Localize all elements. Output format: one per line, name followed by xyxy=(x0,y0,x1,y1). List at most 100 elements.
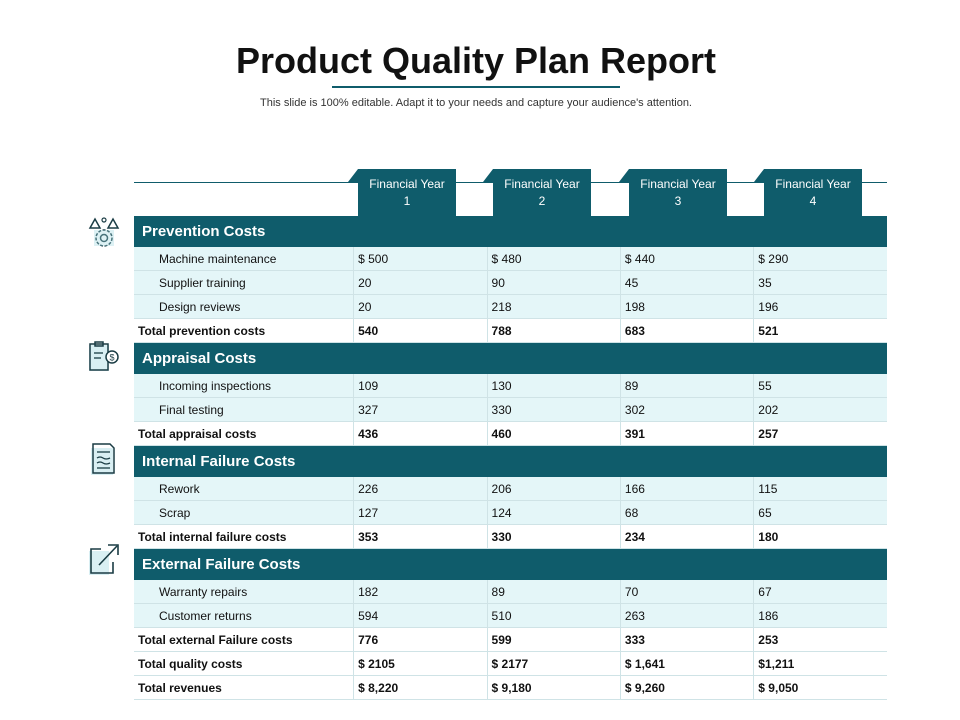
row-label: Total appraisal costs xyxy=(134,421,354,446)
cell-value: 45 xyxy=(619,270,754,295)
cell-value: $ 9,260 xyxy=(619,675,754,700)
cell-value: 302 xyxy=(619,397,754,422)
cell-value: 436 xyxy=(353,421,488,446)
table-row: Final testing 327 330 302 202 xyxy=(134,397,887,422)
year-header-number: 1 xyxy=(403,194,411,208)
cell-value: $ 1,641 xyxy=(619,651,754,676)
cell-value: 186 xyxy=(753,603,887,628)
cell-value: 776 xyxy=(353,627,488,652)
cell-value: $ 9,180 xyxy=(486,675,621,700)
total-row: Total external Failure costs 776 599 333… xyxy=(134,627,887,652)
document-icon xyxy=(91,443,115,475)
cell-value: 788 xyxy=(486,318,621,343)
cell-value: 196 xyxy=(753,294,887,319)
year-header-label: Financial Year xyxy=(504,177,580,191)
cell-value: 55 xyxy=(753,374,887,398)
cell-value: 594 xyxy=(353,603,488,628)
section-title: Internal Failure Costs xyxy=(134,445,887,477)
year-header-label: Financial Year xyxy=(775,177,851,191)
row-label: Supplier training xyxy=(134,270,354,295)
table-row: Supplier training 20 90 45 35 xyxy=(134,270,887,295)
cell-value: 330 xyxy=(486,524,621,549)
cell-value: 198 xyxy=(619,294,754,319)
total-row: Total prevention costs 540 788 683 521 xyxy=(134,318,887,343)
cell-value: 327 xyxy=(353,397,488,422)
table-row: Rework 226 206 166 115 xyxy=(134,477,887,501)
cell-value: 70 xyxy=(619,580,754,604)
row-label: Customer returns xyxy=(134,603,354,628)
cell-value: 202 xyxy=(753,397,887,422)
row-label: Final testing xyxy=(134,397,354,422)
cost-table: Prevention Costs Machine maintenance $ 5… xyxy=(134,216,887,700)
title-underline xyxy=(332,86,620,88)
cell-value: 226 xyxy=(353,477,488,501)
row-label: Total revenues xyxy=(134,675,354,700)
cell-value: 89 xyxy=(619,374,754,398)
row-label: Total internal failure costs xyxy=(134,524,354,549)
table-row: Machine maintenance $ 500 $ 480 $ 440 $ … xyxy=(134,247,887,271)
cell-value: $ 2177 xyxy=(486,651,621,676)
year-header-number: 3 xyxy=(674,194,682,208)
section-header-appraisal: Appraisal Costs xyxy=(134,342,887,374)
cell-value: 127 xyxy=(353,500,488,525)
cell-value: $1,211 xyxy=(753,651,887,676)
section-title: External Failure Costs xyxy=(134,548,887,580)
year-header-number: 4 xyxy=(809,194,817,208)
page-subtitle: This slide is 100% editable. Adapt it to… xyxy=(260,97,692,109)
total-row: Total appraisal costs 436 460 391 257 xyxy=(134,421,887,446)
total-row: Total internal failure costs 353 330 234… xyxy=(134,524,887,549)
cell-value: 68 xyxy=(619,500,754,525)
row-label: Total quality costs xyxy=(134,651,354,676)
year-header-2: Financial Year 2 xyxy=(483,169,591,216)
section-header-external-failure: External Failure Costs xyxy=(134,548,887,580)
gear-warning-icon xyxy=(88,217,120,247)
cell-value: 234 xyxy=(619,524,754,549)
cell-value: 166 xyxy=(619,477,754,501)
cell-value: 218 xyxy=(486,294,621,319)
external-link-icon xyxy=(89,544,119,575)
year-header-number: 2 xyxy=(538,194,546,208)
cell-value: $ 440 xyxy=(619,247,754,271)
cell-value: $ 8,220 xyxy=(353,675,488,700)
table-row: Scrap 127 124 68 65 xyxy=(134,500,887,525)
year-header-3: Financial Year 3 xyxy=(619,169,727,216)
row-label: Scrap xyxy=(134,500,354,525)
year-header-4: Financial Year 4 xyxy=(754,169,862,216)
section-header-internal-failure: Internal Failure Costs xyxy=(134,445,887,477)
cell-value: 109 xyxy=(353,374,488,398)
section-title: Appraisal Costs xyxy=(134,342,887,374)
cell-value: 683 xyxy=(619,318,754,343)
table-row: Incoming inspections 109 130 89 55 xyxy=(134,374,887,398)
cell-value: 391 xyxy=(619,421,754,446)
cell-value: 353 xyxy=(353,524,488,549)
cell-value: $ 480 xyxy=(486,247,621,271)
year-header-label: Financial Year xyxy=(640,177,716,191)
row-label: Incoming inspections xyxy=(134,374,354,398)
cell-value: 35 xyxy=(753,270,887,295)
cell-value: 182 xyxy=(353,580,488,604)
cell-value: 130 xyxy=(486,374,621,398)
page-title: Product Quality Plan Report xyxy=(235,40,717,81)
row-label: Rework xyxy=(134,477,354,501)
cell-value: 460 xyxy=(486,421,621,446)
cell-value: 20 xyxy=(353,270,488,295)
cell-value: 124 xyxy=(486,500,621,525)
cell-value: $ 2105 xyxy=(353,651,488,676)
total-revenues-row: Total revenues $ 8,220 $ 9,180 $ 9,260 $… xyxy=(134,675,887,700)
cell-value: 599 xyxy=(486,627,621,652)
cell-value: $ 9,050 xyxy=(753,675,887,700)
cell-value: 330 xyxy=(486,397,621,422)
svg-text:$: $ xyxy=(109,353,114,363)
cell-value: 263 xyxy=(619,603,754,628)
cell-value: $ 500 xyxy=(353,247,488,271)
cell-value: 206 xyxy=(486,477,621,501)
row-label: Design reviews xyxy=(134,294,354,319)
cell-value: 90 xyxy=(486,270,621,295)
clipboard-dollar-icon: $ xyxy=(89,341,119,371)
cell-value: 521 xyxy=(753,318,887,343)
cell-value: 67 xyxy=(753,580,887,604)
cell-value: 333 xyxy=(619,627,754,652)
cell-value: 89 xyxy=(486,580,621,604)
cell-value: 20 xyxy=(353,294,488,319)
cell-value: 65 xyxy=(753,500,887,525)
